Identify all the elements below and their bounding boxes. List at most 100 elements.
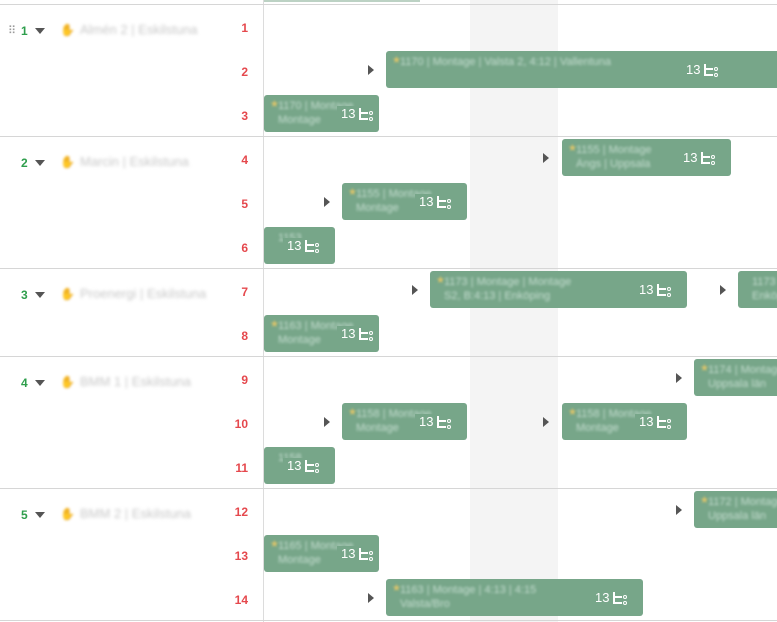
subtask-icon (359, 107, 374, 121)
group-separator (0, 620, 777, 621)
task-bar[interactable]: ★ 1173 | Montage | Montage S2, B:4:13 | … (430, 271, 687, 308)
task-bar[interactable]: 1173 Enköping 13 (738, 271, 777, 308)
task-bar[interactable]: ★ 1174 | Montage Uppsala län 13 (694, 359, 777, 396)
bar-subtitle: Montage (278, 114, 321, 126)
group-number: 5 (21, 508, 28, 522)
resource-icon: ✋ (60, 287, 75, 301)
subtask-icon (437, 195, 452, 209)
timeline-grid[interactable]: ★ 1170 | Montage | Valsta 2, 4:12 | Vall… (264, 0, 777, 622)
sub-task-count: 13 (283, 238, 320, 253)
weekend-column (470, 0, 558, 622)
bar-subtitle: Valsta/Bro (400, 598, 450, 610)
expand-arrow-icon[interactable] (412, 285, 418, 295)
row-number: 9 (241, 373, 248, 387)
group-separator (0, 268, 777, 269)
task-bar[interactable]: 1158 13 (264, 447, 335, 484)
task-bar[interactable]: 1153 13 (264, 227, 335, 264)
bar-title: 1163 | Montage (278, 320, 354, 332)
caret-down-icon[interactable] (35, 292, 45, 298)
star-icon: ★ (270, 539, 279, 550)
subtask-icon (359, 547, 374, 561)
task-bar[interactable]: ★ 1172 | Montage Uppsala län 13 (694, 491, 777, 528)
expand-arrow-icon[interactable] (720, 285, 726, 295)
sub-task-count: 13 (591, 590, 628, 605)
star-icon: ★ (700, 495, 709, 506)
resource-icon: ✋ (60, 507, 75, 521)
group-header-3[interactable]: 3 ✋ Proenergi | Eskilstuna (0, 285, 230, 305)
caret-down-icon[interactable] (35, 512, 45, 518)
task-bar[interactable]: ★ 1158 | Montage Montage 13 (562, 403, 687, 440)
task-bar[interactable]: ★ 1163 | Montage | 4:13 | 4:15 Valsta/Br… (386, 579, 643, 616)
group-name: BMM 2 | Eskilstuna (80, 506, 192, 521)
row-number: 4 (241, 153, 248, 167)
bar-title: 1173 | Montage | Montage (444, 276, 572, 288)
star-icon: ★ (348, 187, 357, 198)
bar-title: 1170 | Montage | Valsta 2, 4:12 | Vallen… (400, 56, 611, 68)
expand-arrow-icon[interactable] (543, 417, 549, 427)
sub-task-count: 13 (337, 106, 374, 121)
sub-task-count: 13 (415, 194, 452, 209)
bar-subtitle: Enköping (752, 290, 777, 302)
bar-subtitle: Montage (278, 334, 321, 346)
subtask-icon (657, 283, 672, 297)
star-icon: ★ (568, 407, 577, 418)
row-number: 5 (241, 197, 248, 211)
expand-arrow-icon[interactable] (676, 373, 682, 383)
group-header-5[interactable]: 5 ✋ BMM 2 | Eskilstuna (0, 505, 230, 525)
task-bar[interactable]: ★ 1155 | Montage Ängs | Uppsala 13 (562, 139, 731, 176)
group-separator (0, 488, 777, 489)
subtask-icon (657, 415, 672, 429)
panel-divider[interactable] (263, 0, 264, 622)
expand-arrow-icon[interactable] (368, 65, 374, 75)
bar-subtitle: Uppsala län (708, 378, 767, 390)
caret-down-icon[interactable] (35, 160, 45, 166)
subtask-icon (305, 239, 320, 253)
group-header-2[interactable]: 2 ✋ Marcin | Eskilstuna (0, 153, 230, 173)
task-bar[interactable]: ★ 1165 | Montage Montage 13 (264, 535, 379, 572)
star-icon: ★ (392, 55, 401, 66)
bar-title: 1165 | Montage (278, 540, 354, 552)
star-icon: ★ (270, 319, 279, 330)
row-number: 3 (241, 109, 248, 123)
subtask-icon (701, 151, 716, 165)
task-bar[interactable]: ★ 1155 | Montage Montage 13 (342, 183, 467, 220)
sub-task-count: 13 (635, 414, 672, 429)
bar-subtitle: Montage (278, 554, 321, 566)
expand-arrow-icon[interactable] (324, 197, 330, 207)
resource-panel: ⠿ 1 ✋ Almén 2 | Eskilstuna 2 ✋ Marcin | … (0, 0, 263, 622)
task-bar[interactable]: ★ 1170 | Montage | Valsta 2, 4:12 | Vall… (386, 51, 777, 88)
bar-title: 1158 | Montage (356, 408, 432, 420)
star-icon: ★ (436, 275, 445, 286)
bar-title: 1163 | Montage | 4:13 | 4:15 (400, 584, 537, 596)
group-number: 2 (21, 156, 28, 170)
row-number: 10 (234, 417, 248, 431)
group-header-1[interactable]: ⠿ 1 ✋ Almén 2 | Eskilstuna (0, 21, 230, 41)
sub-task-count: 13 (337, 546, 374, 561)
group-header-4[interactable]: 4 ✋ BMM 1 | Eskilstuna (0, 373, 230, 393)
expand-arrow-icon[interactable] (324, 417, 330, 427)
bar-subtitle: Montage (576, 422, 619, 434)
group-number: 1 (21, 24, 28, 38)
drag-handle-icon[interactable]: ⠿ (8, 25, 16, 37)
group-separator (0, 4, 777, 5)
row-number: 6 (241, 241, 248, 255)
row-number: 7 (241, 285, 248, 299)
row-number: 12 (234, 505, 248, 519)
expand-arrow-icon[interactable] (676, 505, 682, 515)
task-bar[interactable]: ★ 1158 | Montage Montage 13 (342, 403, 467, 440)
row-number: 8 (241, 329, 248, 343)
expand-arrow-icon[interactable] (368, 593, 374, 603)
group-number: 3 (21, 288, 28, 302)
task-bar[interactable]: ★ 1170 | Montage Montage 13 (264, 95, 379, 132)
caret-down-icon[interactable] (35, 28, 45, 34)
group-number: 4 (21, 376, 28, 390)
expand-arrow-icon[interactable] (543, 153, 549, 163)
task-bar[interactable]: ★ 1163 | Montage Montage 13 (264, 315, 379, 352)
caret-down-icon[interactable] (35, 380, 45, 386)
star-icon: ★ (270, 99, 279, 110)
subtask-icon (704, 63, 719, 77)
row-number: 13 (234, 549, 248, 563)
bar-stub (264, 0, 420, 2)
subtask-icon (359, 327, 374, 341)
bar-title: 1155 | Montage (576, 144, 652, 156)
